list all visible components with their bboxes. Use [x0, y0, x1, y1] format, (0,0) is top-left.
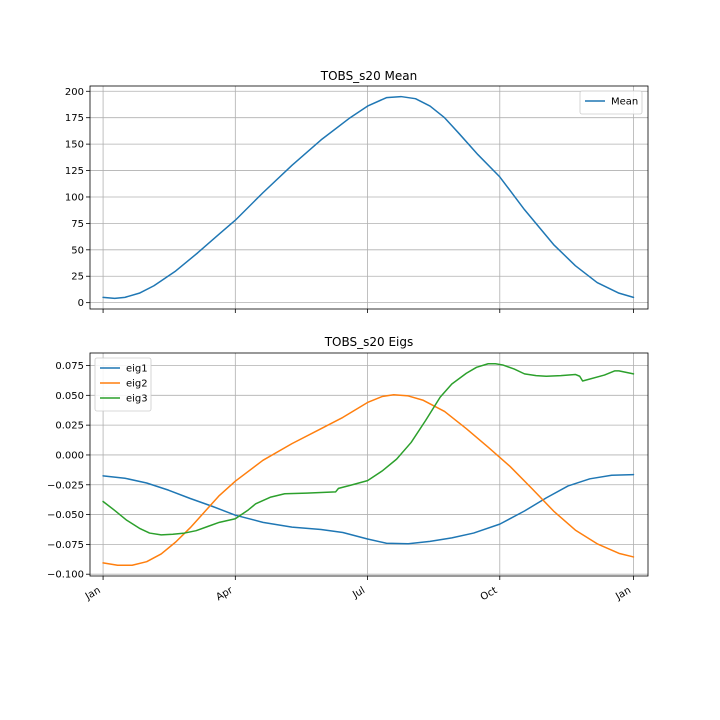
mean-chart-title: TOBS_s20 Mean [320, 69, 417, 83]
mean-chart-ticks: 0 25 50 75 100 125 150 175 200 [65, 87, 634, 313]
eigs-chart-legend-label: eig3 [126, 394, 148, 405]
eigs-chart-series-eig1 [102, 473, 635, 545]
eigs-chart-series-eig3 [102, 362, 635, 536]
mean-chart-ytick-label: 150 [65, 140, 84, 151]
mean-chart-series [102, 95, 635, 300]
eigs-chart-legend: eig1 eig2 eig3 [94, 357, 152, 412]
eigs-chart-ytick-label: −0.025 [47, 480, 84, 491]
eigs-chart-frame [89, 352, 649, 577]
mean-chart-series-Mean [102, 95, 635, 300]
mean-chart-ytick-label: 100 [65, 192, 84, 203]
eigs-chart-legend-label: eig1 [126, 364, 148, 375]
eigs-chart-title: TOBS_s20 Eigs [324, 335, 414, 349]
eigs-chart-ytick-label: −0.075 [47, 540, 84, 551]
eigs-chart-ytick-label: 0.050 [55, 391, 84, 402]
eigs-chart-series-eig2 [102, 393, 635, 567]
eigs-chart-ytick-label: 0.075 [55, 361, 84, 372]
mean-chart-ytick-label: 50 [71, 245, 84, 256]
eigs-chart-ytick-label: 0.000 [55, 450, 84, 461]
mean-chart-frame [89, 85, 649, 310]
mean-chart-ytick-label: 125 [65, 166, 84, 177]
mean-chart: TOBS_s20 Mean 0 25 50 75 100 125 150 175 200 Mea… [65, 69, 649, 313]
eigs-chart-ytick-label: −0.050 [47, 510, 84, 521]
eigs-chart-ytick-label: 0.025 [55, 421, 84, 432]
eigs-chart-ytick-label: −0.100 [47, 570, 84, 581]
mean-chart-grid [90, 86, 648, 309]
eigs-chart-series [102, 362, 635, 567]
mean-chart-legend-box [579, 90, 643, 115]
mean-chart-ytick-label: 200 [65, 87, 84, 98]
mean-chart-legend: Mean [579, 90, 643, 115]
mean-chart-ytick-label: 175 [65, 113, 84, 124]
mean-chart-ytick-label: 75 [71, 219, 84, 230]
eigs-chart-legend-label: eig2 [126, 379, 148, 390]
mean-chart-ytick-label: 0 [78, 298, 84, 309]
mean-chart-ytick-label: 25 [71, 272, 84, 283]
mean-chart-legend-label: Mean [611, 97, 638, 108]
